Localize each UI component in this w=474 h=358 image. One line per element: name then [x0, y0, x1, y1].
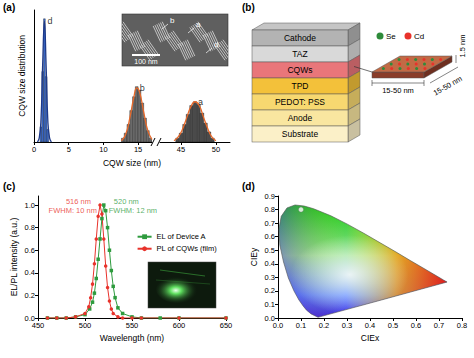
svg-text:0.6: 0.6: [265, 232, 275, 241]
svg-text:CQWs: CQWs: [287, 65, 312, 75]
svg-text:50: 50: [212, 145, 220, 154]
svg-text:0.1: 0.1: [265, 300, 275, 309]
svg-text:EL/PL intensity (a.u.): EL/PL intensity (a.u.): [9, 218, 19, 297]
svg-text:650: 650: [220, 321, 233, 330]
svg-text:Cathode: Cathode: [284, 33, 316, 43]
svg-text:0.4: 0.4: [265, 259, 275, 268]
svg-text:0.4: 0.4: [25, 268, 35, 277]
svg-text:0.8: 0.8: [25, 223, 35, 232]
svg-text:0.2: 0.2: [319, 321, 329, 330]
svg-text:b: b: [140, 83, 145, 93]
svg-text:PEDOT: PSS: PEDOT: PSS: [275, 97, 325, 107]
svg-text:516 nm: 516 nm: [66, 197, 91, 206]
svg-text:10: 10: [99, 145, 107, 154]
svg-text:0.2: 0.2: [25, 291, 35, 300]
svg-text:0.0: 0.0: [273, 321, 283, 330]
svg-text:0.5: 0.5: [265, 246, 275, 255]
svg-text:0.0: 0.0: [24, 313, 35, 323]
svg-text:0.6: 0.6: [25, 246, 35, 255]
svg-text:0.2: 0.2: [265, 286, 275, 295]
svg-text:CIEx: CIEx: [361, 333, 380, 343]
svg-text:520 nm: 520 nm: [114, 197, 139, 206]
svg-text:0.5: 0.5: [388, 321, 398, 330]
svg-text:(c): (c): [3, 181, 15, 192]
svg-text:0.0: 0.0: [264, 313, 275, 323]
svg-text:0.4: 0.4: [365, 321, 375, 330]
svg-text:Se: Se: [386, 32, 396, 41]
svg-text:a: a: [196, 20, 201, 29]
svg-text:0.6: 0.6: [411, 321, 421, 330]
svg-text:EL of Device A: EL of Device A: [157, 232, 206, 241]
svg-text:Cd: Cd: [414, 32, 424, 41]
svg-text:15-50 nm: 15-50 nm: [432, 74, 464, 98]
svg-text:600: 600: [173, 321, 186, 330]
svg-text:a: a: [198, 96, 203, 107]
svg-text:(d): (d): [242, 181, 255, 192]
svg-text:45: 45: [177, 145, 185, 154]
svg-text:5: 5: [67, 145, 71, 154]
svg-text:TPD: TPD: [292, 81, 309, 91]
svg-text:Substrate: Substrate: [282, 129, 319, 139]
svg-text:1.0: 1.0: [25, 201, 35, 210]
svg-text:100 nm: 100 nm: [134, 58, 158, 65]
svg-text:TAZ: TAZ: [292, 49, 307, 59]
svg-text:0.3: 0.3: [265, 273, 275, 282]
svg-text:450: 450: [32, 321, 45, 330]
svg-text:Wavelength (nm): Wavelength (nm): [100, 333, 165, 343]
svg-text:0.9: 0.9: [265, 192, 275, 201]
svg-text:0: 0: [32, 145, 36, 154]
svg-text:15-50 nm: 15-50 nm: [382, 86, 414, 95]
svg-text:0.8: 0.8: [265, 205, 275, 214]
svg-text:CQW size (nm): CQW size (nm): [103, 158, 161, 168]
svg-text:(a): (a): [3, 2, 15, 13]
svg-text:CQW size distribution: CQW size distribution: [17, 35, 27, 117]
svg-text:0.3: 0.3: [342, 321, 352, 330]
svg-text:15: 15: [134, 145, 142, 154]
svg-text:d: d: [214, 40, 218, 49]
svg-text:(b): (b): [242, 2, 255, 13]
svg-text:PL of CQWs (film): PL of CQWs (film): [157, 244, 218, 253]
svg-text:Anode: Anode: [288, 113, 313, 123]
svg-text:FWHM: 10 nm: FWHM: 10 nm: [49, 206, 97, 215]
svg-text:1.5 nm: 1.5 nm: [458, 35, 467, 58]
svg-text:b: b: [170, 16, 175, 25]
svg-text:d: d: [47, 16, 52, 26]
svg-text:0.7: 0.7: [265, 219, 275, 228]
svg-text:500: 500: [79, 321, 92, 330]
svg-text:0.1: 0.1: [296, 321, 306, 330]
svg-text:0.7: 0.7: [434, 321, 444, 330]
svg-text:0.8: 0.8: [457, 321, 467, 330]
svg-text:CIEy: CIEy: [249, 247, 259, 266]
svg-text:550: 550: [126, 321, 139, 330]
svg-text:FWHM: 12 nm: FWHM: 12 nm: [109, 206, 157, 215]
